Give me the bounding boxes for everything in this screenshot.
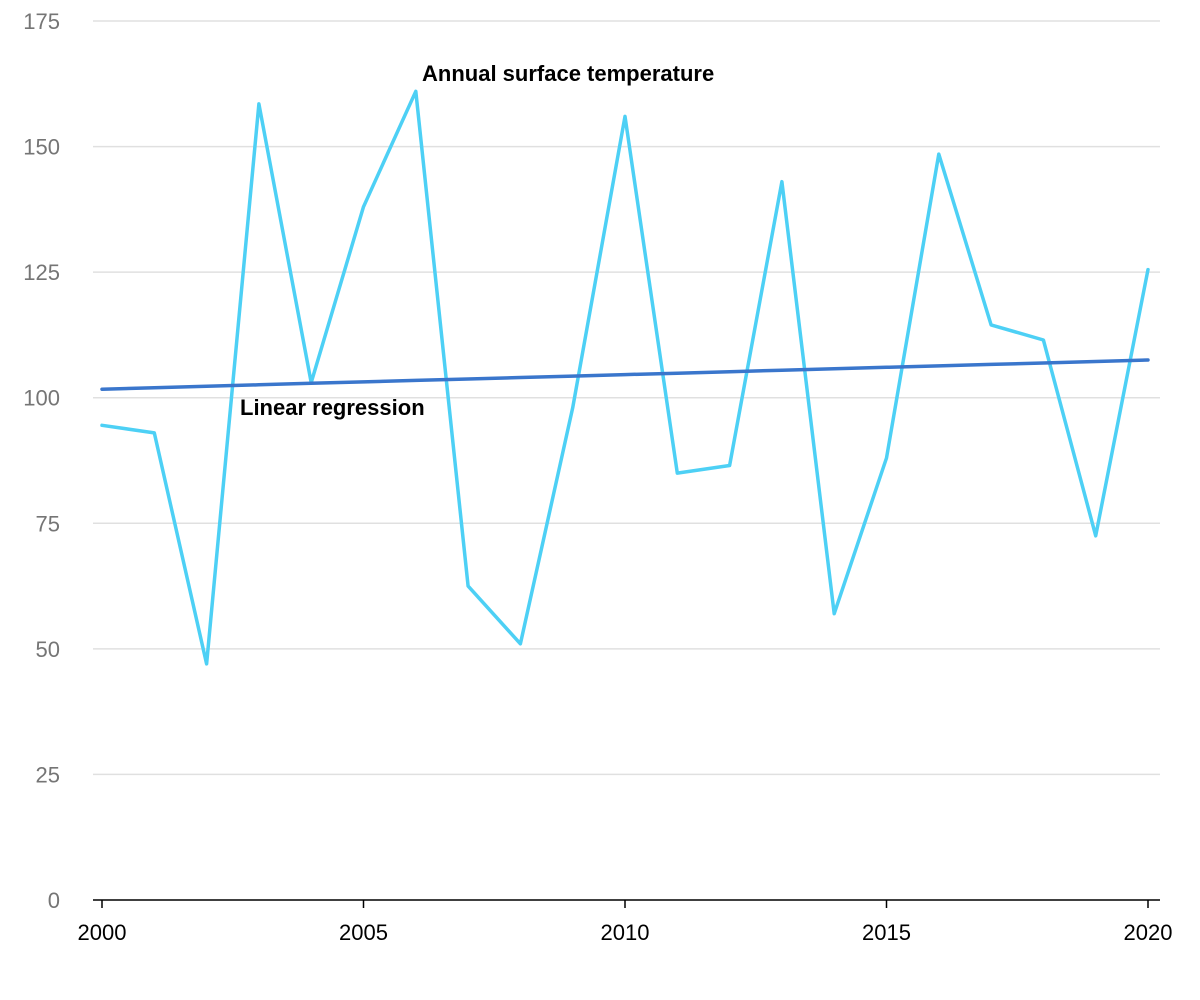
y-axis-tick-labels: 0 25 50 75 100 125 150 175 — [23, 9, 60, 913]
series-label-linear-regression: Linear regression — [240, 395, 425, 420]
series-line-annual-surface-temperature — [100, 89, 1150, 666]
y-tick-label: 150 — [23, 135, 60, 160]
x-tick-label: 2005 — [339, 920, 388, 945]
y-tick-label: 175 — [23, 9, 60, 34]
series-label-annual-surface-temperature: Annual surface temperature — [422, 61, 714, 86]
x-tick-label: 2000 — [78, 920, 127, 945]
y-tick-label: 0 — [48, 888, 60, 913]
x-axis: 2000 2005 2010 2015 2020 — [78, 899, 1173, 945]
x-tick-label: 2010 — [601, 920, 650, 945]
x-tick-label: 2020 — [1124, 920, 1173, 945]
y-tick-label: 125 — [23, 260, 60, 285]
series-labels: Annual surface temperature Linear regres… — [240, 61, 714, 420]
x-tick-label: 2015 — [862, 920, 911, 945]
y-tick-label: 100 — [23, 386, 60, 411]
series-lines — [100, 89, 1150, 666]
y-tick-label: 25 — [36, 762, 60, 787]
y-tick-label: 75 — [36, 511, 60, 536]
y-tick-label: 50 — [36, 637, 60, 662]
series-line-linear-regression — [100, 358, 1150, 391]
gridlines — [93, 20, 1160, 776]
